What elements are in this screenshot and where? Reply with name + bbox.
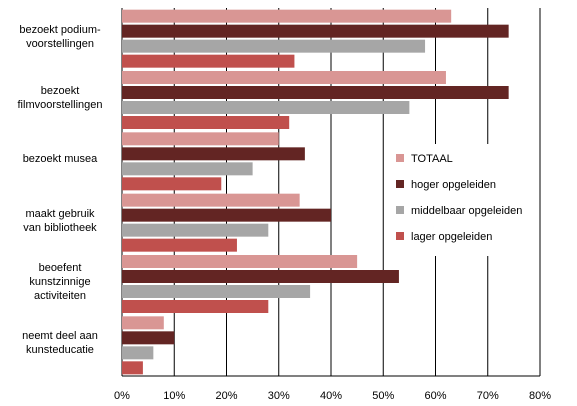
x-tick-label: 70%: [477, 390, 499, 402]
bar: [122, 331, 175, 345]
legend-label: middelbaar opgeleiden: [411, 205, 522, 217]
bar: [122, 285, 311, 298]
bar: [122, 238, 237, 252]
x-tick-label: 60%: [424, 390, 446, 402]
x-tick-label: 30%: [268, 390, 290, 402]
x-tick-label: 40%: [320, 390, 342, 402]
legend-label: lager opgeleiden: [411, 231, 492, 243]
legend-swatch: [396, 206, 404, 214]
bar: [122, 9, 452, 23]
x-tick-label: 20%: [215, 390, 237, 402]
x-tick-label: 80%: [529, 390, 551, 402]
legend-background: [390, 144, 538, 256]
legend-swatch: [396, 154, 404, 162]
bars: [122, 9, 509, 375]
category-label: maakt gebruik van bibliotheek: [23, 207, 97, 234]
bar: [122, 300, 269, 313]
bar: [122, 71, 446, 84]
category-label: bezoekt musea: [22, 153, 98, 166]
legend-swatch: [396, 180, 404, 188]
bar: [122, 361, 143, 375]
legend: TOTAAL hoger opgeleiden middelbaar opgelei…: [390, 144, 538, 256]
bar: [122, 116, 290, 129]
legend-label: hoger opgeleiden: [411, 179, 496, 191]
bar: [122, 193, 300, 207]
bar: [122, 316, 164, 330]
bar: [122, 162, 253, 176]
category-label: bezoekt filmvoorstellingen: [17, 85, 103, 111]
category-label: neemt deel aan kunsteducatie: [22, 330, 98, 357]
bar: [122, 208, 331, 222]
bar: [122, 86, 509, 99]
bar: [122, 346, 154, 360]
legend-swatch: [396, 232, 404, 240]
bar: [122, 177, 222, 191]
x-tick-label: 0%: [114, 390, 130, 402]
category-label: bezoekt podium- voorstellingen: [19, 23, 101, 50]
bar: [122, 132, 279, 146]
bar: [122, 54, 295, 68]
category-label: beoefent kunstzinnige activiteiten: [29, 262, 91, 302]
bar: [122, 255, 358, 268]
x-axis: 0% 10% 20% 30% 40% 50% 60% 70% 80%: [114, 375, 551, 402]
x-tick-label: 10%: [163, 390, 185, 402]
bar: [122, 101, 410, 114]
bar: [122, 24, 509, 38]
bar: [122, 223, 269, 237]
bar: [122, 270, 399, 283]
legend-label: TOTAAL: [411, 153, 453, 165]
x-tick-label: 50%: [372, 390, 394, 402]
bar: [122, 39, 426, 53]
gridlines: [121, 8, 541, 376]
bar: [122, 147, 305, 161]
